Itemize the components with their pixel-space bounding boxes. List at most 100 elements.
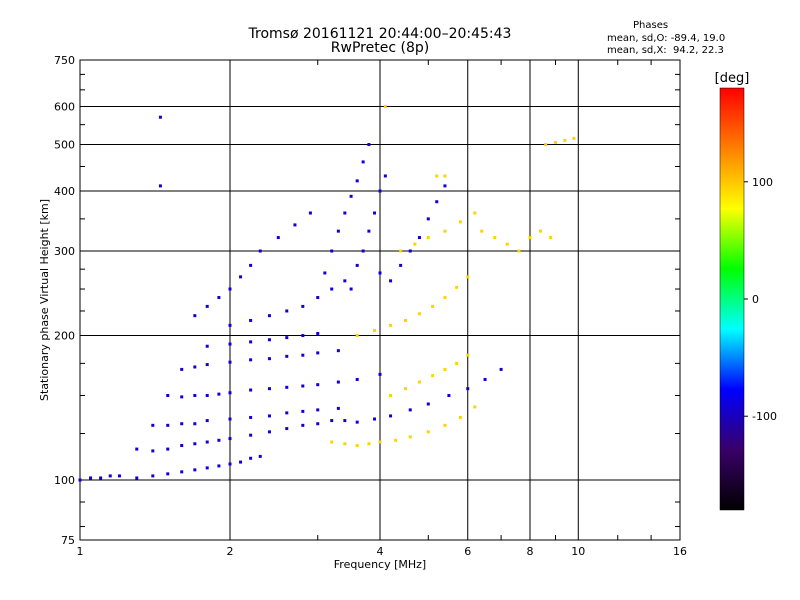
scatter-point bbox=[443, 367, 447, 371]
scatter-point bbox=[285, 427, 289, 431]
colorbar-tick-label: 0 bbox=[752, 293, 759, 306]
colorbar-tick-label: -100 bbox=[752, 410, 777, 423]
scatter-point bbox=[151, 474, 155, 478]
scatter-point bbox=[205, 363, 209, 367]
scatter-point bbox=[349, 194, 353, 198]
scatter-point bbox=[239, 275, 243, 279]
scatter-point bbox=[193, 442, 197, 446]
colorbar: [deg] 100 0 -100 bbox=[715, 71, 777, 511]
y-tick-label: 500 bbox=[54, 139, 75, 152]
scatter-point bbox=[267, 338, 271, 342]
scatter-point bbox=[301, 409, 305, 413]
scatter-point bbox=[99, 476, 103, 480]
scatter-point bbox=[408, 435, 412, 439]
scatter-point bbox=[426, 217, 430, 221]
grid bbox=[80, 60, 680, 540]
scatter-point bbox=[228, 360, 232, 364]
x-tick-label: 6 bbox=[464, 545, 471, 558]
colorbar-label: [deg] bbox=[715, 71, 750, 86]
phase-stats-x: mean, sd,X: 94.2, 22.3 bbox=[607, 45, 724, 56]
scatter-point bbox=[228, 342, 232, 346]
scatter-point bbox=[343, 442, 347, 446]
scatter-point bbox=[267, 430, 271, 434]
scatter-point bbox=[373, 328, 377, 332]
scatter-point bbox=[217, 464, 221, 468]
scatter-point bbox=[455, 285, 459, 289]
scatter-point bbox=[373, 417, 377, 421]
y-tick-label: 75 bbox=[61, 534, 75, 547]
scatter-point bbox=[483, 377, 487, 381]
scatter-point bbox=[267, 314, 271, 318]
scatter-point bbox=[193, 468, 197, 472]
axes: 1 2 4 6 8 10 16 75 100 200 300 400 500 600 750 Frequenc… bbox=[38, 54, 687, 571]
x-tick-label: 8 bbox=[527, 545, 534, 558]
scatter-point bbox=[166, 447, 170, 451]
scatter-point bbox=[336, 349, 340, 353]
y-tick-label: 300 bbox=[54, 245, 75, 258]
scatter-point bbox=[336, 406, 340, 410]
scatter-point bbox=[316, 383, 320, 387]
scatter-point bbox=[205, 304, 209, 308]
scatter-points bbox=[78, 105, 576, 482]
scatter-point bbox=[239, 460, 243, 464]
scatter-point bbox=[217, 296, 221, 300]
scatter-point bbox=[205, 344, 209, 348]
scatter-point bbox=[417, 236, 421, 240]
scatter-point bbox=[258, 454, 262, 458]
scatter-point bbox=[343, 279, 347, 283]
scatter-point bbox=[228, 287, 232, 291]
scatter-point bbox=[135, 476, 139, 480]
y-tick-label: 750 bbox=[54, 54, 75, 67]
scatter-point bbox=[267, 387, 271, 391]
scatter-point bbox=[276, 236, 280, 240]
scatter-point bbox=[399, 249, 403, 253]
scatter-point bbox=[367, 229, 371, 233]
scatter-point bbox=[413, 242, 417, 246]
scatter-point bbox=[361, 160, 365, 164]
scatter-point bbox=[180, 422, 184, 426]
scatter-point bbox=[431, 304, 435, 308]
scatter-point bbox=[301, 334, 305, 338]
scatter-point bbox=[180, 444, 184, 448]
scatter-point bbox=[458, 220, 462, 224]
scatter-point bbox=[301, 353, 305, 357]
scatter-point bbox=[443, 296, 447, 300]
scatter-point bbox=[367, 442, 371, 446]
y-tick-label: 400 bbox=[54, 185, 75, 198]
scatter-point bbox=[443, 229, 447, 233]
scatter-point bbox=[249, 340, 253, 344]
scatter-point bbox=[249, 358, 253, 362]
scatter-point bbox=[361, 249, 365, 253]
scatter-point bbox=[285, 354, 289, 358]
scatter-point bbox=[180, 395, 184, 399]
phase-stats-title: Phases bbox=[633, 20, 669, 31]
chart-title: Tromsø 20161121 20:44:00–20:45:43 bbox=[248, 26, 512, 42]
x-tick-label: 1 bbox=[77, 545, 84, 558]
scatter-point bbox=[505, 242, 509, 246]
x-tick-label: 10 bbox=[571, 545, 585, 558]
x-tick-label: 2 bbox=[227, 545, 234, 558]
colorbar-tick-label: 100 bbox=[752, 176, 773, 189]
scatter-point bbox=[378, 440, 382, 444]
scatter-point bbox=[205, 394, 209, 398]
scatter-point bbox=[355, 334, 359, 338]
scatter-point bbox=[378, 189, 382, 193]
scatter-point bbox=[403, 318, 407, 322]
scatter-point bbox=[480, 229, 484, 233]
x-axis-label: Frequency [MHz] bbox=[334, 558, 426, 571]
scatter-point bbox=[493, 236, 497, 240]
scatter-point bbox=[285, 385, 289, 389]
scatter-point bbox=[301, 384, 305, 388]
scatter-point bbox=[517, 249, 521, 253]
scatter-point bbox=[249, 415, 253, 419]
scatter-point bbox=[343, 419, 347, 423]
scatter-point bbox=[336, 380, 340, 384]
scatter-point bbox=[108, 474, 112, 478]
scatter-point bbox=[403, 387, 407, 391]
scatter-point bbox=[228, 462, 232, 466]
scatter-point bbox=[205, 419, 209, 423]
scatter-point bbox=[316, 351, 320, 355]
scatter-point bbox=[408, 249, 412, 253]
scatter-point bbox=[285, 336, 289, 340]
